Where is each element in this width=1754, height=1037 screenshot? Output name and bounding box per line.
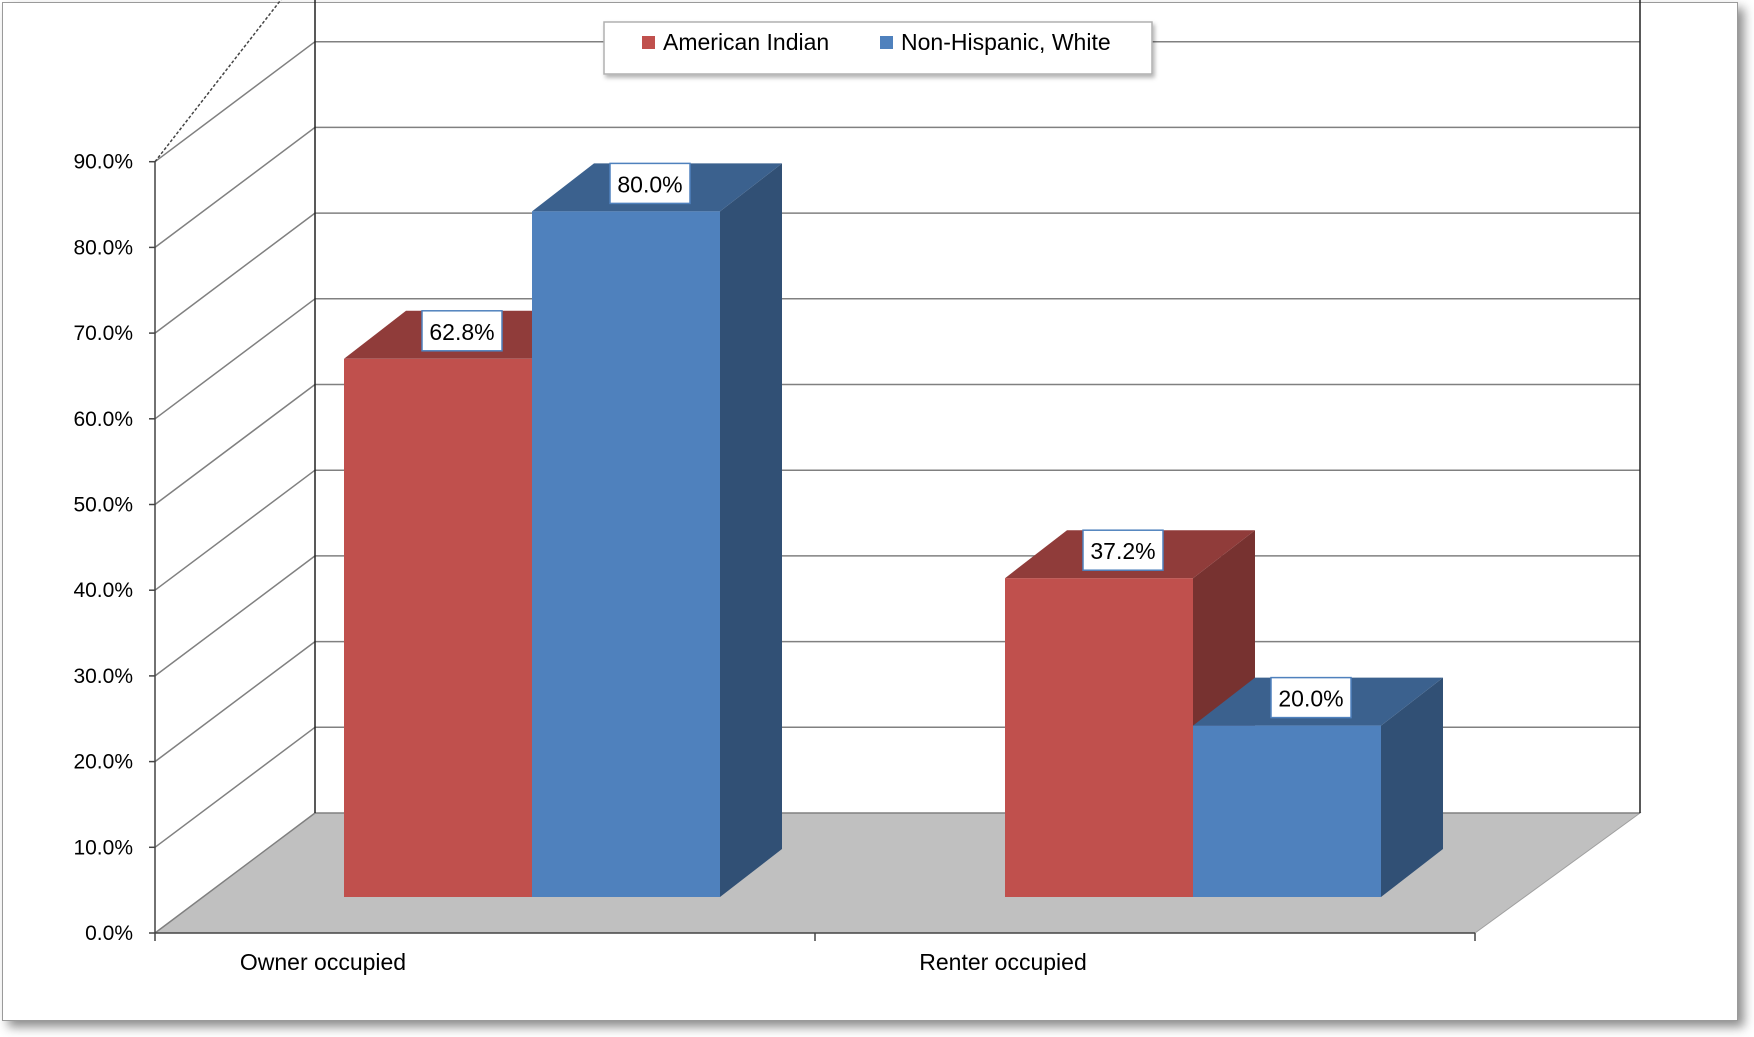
data-label: 80.0% <box>609 162 691 205</box>
legend-label: Non-Hispanic, White <box>901 29 1111 55</box>
bar-front-face <box>1193 725 1381 897</box>
bar-side-face <box>1381 677 1443 897</box>
bar-non-hispanic-white-owner <box>532 163 782 897</box>
data-label-text: 37.2% <box>1090 538 1155 564</box>
y-tick-label: 80.0% <box>73 236 133 259</box>
y-tick-label: 0.0% <box>85 922 133 945</box>
data-label: 37.2% <box>1082 529 1164 571</box>
y-tick-label: 40.0% <box>73 579 133 602</box>
data-label-box <box>1082 529 1164 571</box>
gridline-side <box>154 640 316 763</box>
legend-box <box>603 21 1153 75</box>
y-tick-label: 30.0% <box>73 665 133 688</box>
side-wall-top-edge <box>154 0 282 163</box>
legend-swatch <box>880 36 893 49</box>
y-tick-label: 70.0% <box>73 322 133 345</box>
data-label-box <box>1270 676 1352 719</box>
data-labels: 62.8% 80.0% 37.2% 20.0% <box>421 162 1352 719</box>
data-label-box <box>421 310 503 352</box>
gridline-side <box>154 383 316 506</box>
data-label: 62.8% <box>421 310 503 352</box>
gridline-side <box>154 126 316 248</box>
data-label-text: 20.0% <box>1278 686 1343 712</box>
data-label: 20.0% <box>1270 676 1352 719</box>
legend-swatch <box>642 36 655 49</box>
gridline-side <box>154 812 316 934</box>
bar-front-face <box>532 211 720 897</box>
bar-front-face <box>1005 578 1193 897</box>
category-label: Owner occupied <box>240 949 406 975</box>
bars <box>344 163 1443 898</box>
y-tick-label: 20.0% <box>73 751 133 774</box>
legend: American Indian Non-Hispanic, White <box>603 21 1153 75</box>
gridline-side <box>154 726 316 848</box>
gridline-side <box>154 469 316 591</box>
bar-front-face <box>344 358 532 898</box>
y-tick-label: 90.0% <box>73 151 133 174</box>
gridline-side <box>154 41 316 163</box>
y-tick-label: 10.0% <box>73 836 133 859</box>
gridline-side <box>154 555 316 677</box>
gridline-side <box>154 298 316 420</box>
data-label-box <box>609 162 691 205</box>
data-label-text: 62.8% <box>429 319 494 345</box>
y-tick-label: 50.0% <box>73 494 133 517</box>
category-labels: Owner occupied Renter occupied <box>240 949 1087 975</box>
bar-side-face <box>720 163 782 897</box>
y-tick-labels: 0.0% 10.0% 20.0% 30.0% 40.0% 50.0% 60.0% 70.0% 8… <box>73 151 133 945</box>
legend-label: American Indian <box>663 29 829 55</box>
data-label-text: 80.0% <box>617 171 682 197</box>
gridline-side <box>154 212 316 334</box>
y-tick-label: 60.0% <box>73 408 133 431</box>
category-label: Renter occupied <box>919 949 1087 975</box>
y-axis <box>149 160 1476 941</box>
